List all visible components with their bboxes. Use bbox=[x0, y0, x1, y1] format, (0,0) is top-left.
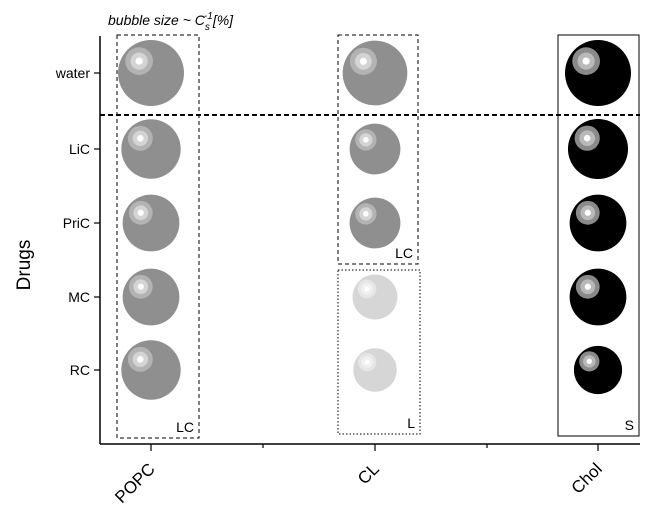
phase-label-popc-lc: LC bbox=[176, 419, 194, 435]
annotation-suffix: [%] bbox=[212, 12, 234, 28]
bubble-popc-rc bbox=[121, 340, 181, 400]
annotation-sub: s bbox=[205, 22, 210, 33]
bubble-cl-pric bbox=[349, 197, 401, 249]
phase-label-chol-s: S bbox=[625, 417, 634, 433]
bubble-popc-pric bbox=[122, 194, 180, 252]
bubble-popc-lic bbox=[121, 119, 181, 179]
bubble-chol-water bbox=[565, 40, 631, 106]
y-tick-label-pric: PriC bbox=[63, 215, 90, 231]
y-tick-label-rc: RC bbox=[70, 362, 90, 378]
bubble-cl-water bbox=[342, 40, 408, 106]
annotation-sup: -1 bbox=[204, 11, 213, 22]
axes bbox=[94, 36, 640, 451]
y-tick-labels: water LiC PriC MC RC bbox=[55, 65, 91, 378]
phase-label-cl-l: L bbox=[407, 415, 415, 431]
bubble-chol-pric bbox=[569, 194, 627, 252]
x-tick-label-popc: POPC bbox=[111, 459, 159, 507]
bubble-chol-lic bbox=[567, 118, 629, 180]
y-axis-title: Drugs bbox=[14, 240, 35, 291]
phase-box-popc-lc bbox=[116, 34, 200, 439]
bubble-cl-rc bbox=[353, 348, 397, 392]
bubble-popc-mc bbox=[122, 268, 180, 326]
phase-box-chol-s bbox=[557, 34, 640, 437]
bubble-size-annotation: bubble size ~ Cs-1[%] bbox=[108, 11, 234, 33]
bubble-cl-lic bbox=[349, 123, 401, 175]
x-tick-label-chol: Chol bbox=[568, 459, 606, 497]
x-tick-labels: POPC CL Chol bbox=[111, 459, 606, 507]
bubble-cl-mc bbox=[352, 274, 398, 320]
bubble-popc-water bbox=[118, 40, 184, 106]
x-tick-label-cl: CL bbox=[354, 459, 383, 488]
phase-box-cl-l bbox=[337, 269, 421, 435]
bubble-chol-mc bbox=[569, 268, 627, 326]
annotation-prefix: bubble size ~ C bbox=[108, 12, 206, 28]
bubbles bbox=[118, 40, 631, 400]
phase-boxes: LC LC L S bbox=[116, 34, 640, 439]
phase-label-cl-lc: LC bbox=[395, 245, 413, 261]
y-tick-label-lic: LiC bbox=[69, 141, 90, 157]
y-tick-label-mc: MC bbox=[68, 289, 90, 305]
bubble-chol-rc bbox=[573, 345, 623, 395]
y-tick-label-water: water bbox=[55, 65, 91, 81]
